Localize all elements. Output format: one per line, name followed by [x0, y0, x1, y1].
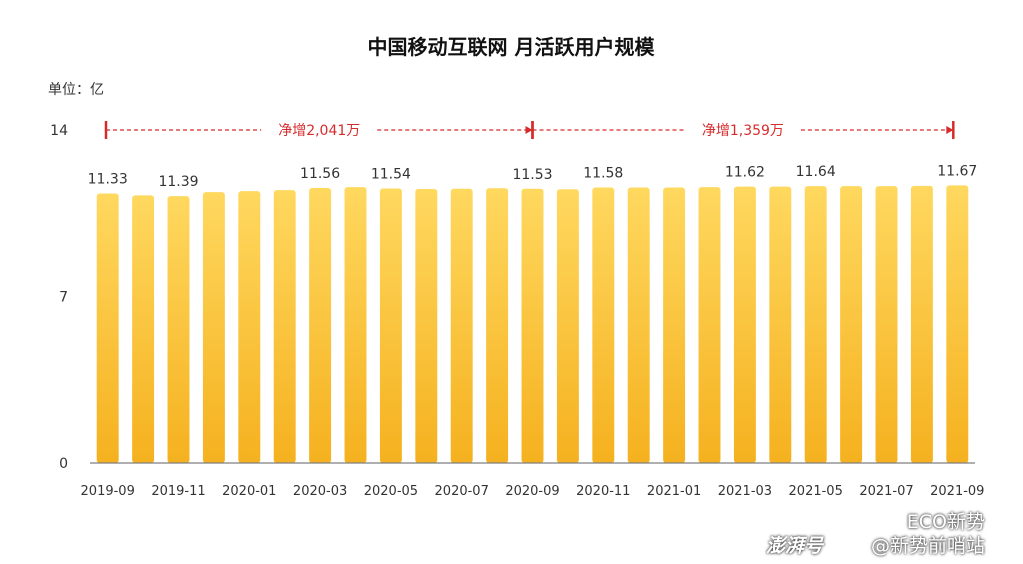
data-label: 11.64 — [796, 164, 836, 180]
x-tick-label: 2021-03 — [718, 484, 772, 499]
bar — [875, 186, 898, 463]
bar — [132, 195, 155, 463]
bar — [804, 186, 827, 463]
annotation-arrowhead — [525, 126, 533, 134]
annotation-label: 净增1,359万 — [702, 123, 784, 139]
bar — [202, 192, 225, 463]
bar — [698, 187, 721, 463]
annotations: 净增2,041万 净增1,359万 — [104, 121, 955, 139]
x-tick-label: 2021-09 — [930, 484, 984, 499]
bar — [521, 188, 544, 463]
bar — [344, 187, 367, 463]
bar — [627, 187, 650, 463]
x-tick-label: 2019-11 — [151, 484, 205, 499]
bar — [238, 191, 261, 463]
annotation-arrowhead — [946, 126, 954, 134]
y-axis: 0 7 14 — [50, 123, 68, 472]
y-tick-label: 0 — [59, 456, 68, 472]
watermark-eco: ECO新势 — [906, 511, 985, 533]
bar — [769, 186, 792, 464]
y-tick-label: 14 — [50, 123, 68, 139]
annotation-label: 净增2,041万 — [278, 123, 360, 139]
bar — [592, 187, 615, 463]
bar — [379, 188, 402, 463]
data-label: 11.39 — [158, 174, 198, 190]
data-label: 11.33 — [88, 172, 128, 188]
data-label: 11.67 — [937, 163, 977, 179]
bars — [96, 185, 969, 464]
bar — [486, 188, 509, 463]
watermark-pengpai: 澎湃号 — [765, 535, 823, 557]
bar — [733, 186, 756, 464]
x-tick-label: 2020-07 — [435, 484, 489, 499]
bar — [167, 196, 190, 463]
chart-title: 中国移动互联网 月活跃用户规模 — [368, 35, 656, 59]
data-labels: 11.33 11.39 11.56 11.54 11.53 11.58 11.62 11.64… — [88, 163, 978, 190]
watermark-account: @新势前哨站 — [870, 535, 985, 557]
bar — [450, 188, 473, 463]
x-tick-label: 2020-01 — [222, 484, 276, 499]
x-tick-label: 2020-03 — [293, 484, 347, 499]
bar — [556, 189, 579, 464]
x-tick-label: 2020-05 — [364, 484, 418, 499]
x-tick-label: 2021-01 — [647, 484, 701, 499]
x-axis: 2019-09 2019-11 2020-01 2020-03 2020-05 2020-… — [81, 462, 984, 499]
data-label: 11.58 — [583, 166, 623, 182]
x-tick-label: 2020-11 — [576, 484, 630, 499]
x-tick-label: 2021-07 — [859, 484, 913, 499]
bar — [273, 190, 296, 463]
unit-label: 单位：亿 — [48, 82, 104, 98]
x-tick-label: 2021-05 — [789, 484, 843, 499]
data-label: 11.62 — [725, 165, 765, 181]
bar — [309, 188, 332, 464]
bar — [663, 187, 686, 463]
data-label: 11.53 — [512, 167, 552, 183]
y-tick-label: 7 — [59, 290, 68, 306]
data-label: 11.54 — [371, 167, 411, 183]
bar — [96, 193, 119, 463]
bar — [415, 188, 438, 464]
bar — [910, 185, 933, 463]
bar — [946, 185, 969, 464]
bar — [840, 186, 863, 463]
data-label: 11.56 — [300, 166, 340, 182]
x-tick-label: 2019-09 — [81, 484, 135, 499]
x-tick-label: 2020-09 — [505, 484, 559, 499]
